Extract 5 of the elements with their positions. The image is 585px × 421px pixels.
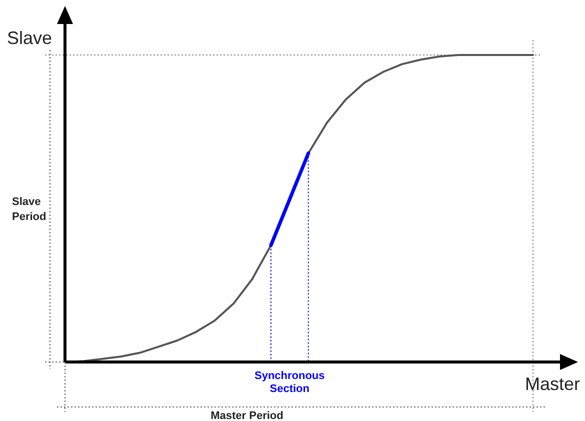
x-axis-title: Master — [524, 374, 580, 394]
y-axis-title: Slave — [6, 28, 52, 48]
text: Slave Period — [12, 196, 46, 223]
text: Master Period — [210, 410, 284, 421]
text: Synchronous Section — [254, 370, 325, 395]
